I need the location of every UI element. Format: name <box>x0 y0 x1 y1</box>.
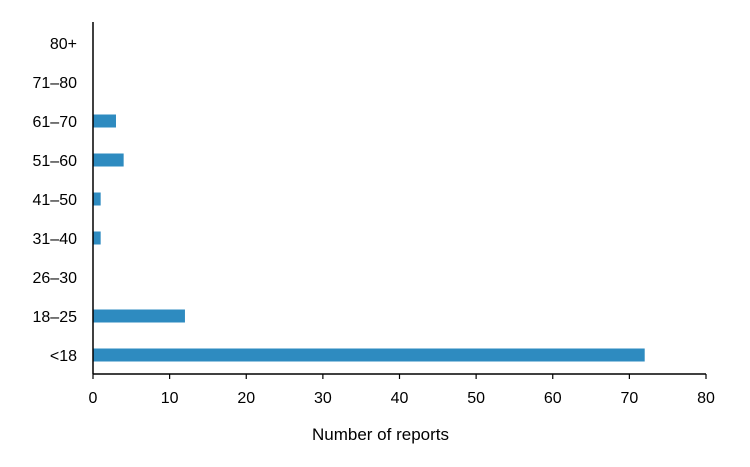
x-tick-label: 0 <box>89 390 98 407</box>
x-tick-label: 50 <box>467 390 485 407</box>
y-tick-label: <18 <box>50 348 77 365</box>
x-tick-label: 10 <box>161 390 179 407</box>
x-tick-label: 30 <box>314 390 332 407</box>
y-tick-label: 18–25 <box>33 309 78 326</box>
bar <box>93 309 185 323</box>
x-tick-label: 70 <box>620 390 638 407</box>
bar <box>93 153 124 167</box>
x-tick-label: 80 <box>697 390 715 407</box>
y-tick-labels: 80+ 71–80 61–70 51–60 41–50 31–40 26–30 18–25 <1… <box>33 36 78 365</box>
y-tick-label: 31–40 <box>33 231 78 248</box>
x-tick-label: 40 <box>391 390 409 407</box>
y-tick-label: 80+ <box>50 36 77 53</box>
bar <box>93 114 116 128</box>
y-tick-label: 71–80 <box>33 75 78 92</box>
x-ticks-group: 0 10 20 30 40 50 60 70 80 <box>89 374 715 407</box>
bar <box>93 348 645 362</box>
y-tick-label: 51–60 <box>33 153 78 170</box>
y-tick-label: 61–70 <box>33 114 78 131</box>
bar <box>93 231 101 245</box>
y-tick-label: 26–30 <box>33 270 78 287</box>
x-axis-title: Number of reports <box>312 425 449 444</box>
y-tick-label: 41–50 <box>33 192 78 209</box>
bars-group <box>93 114 645 362</box>
bar <box>93 192 101 206</box>
x-tick-label: 20 <box>237 390 255 407</box>
x-tick-label: 60 <box>544 390 562 407</box>
